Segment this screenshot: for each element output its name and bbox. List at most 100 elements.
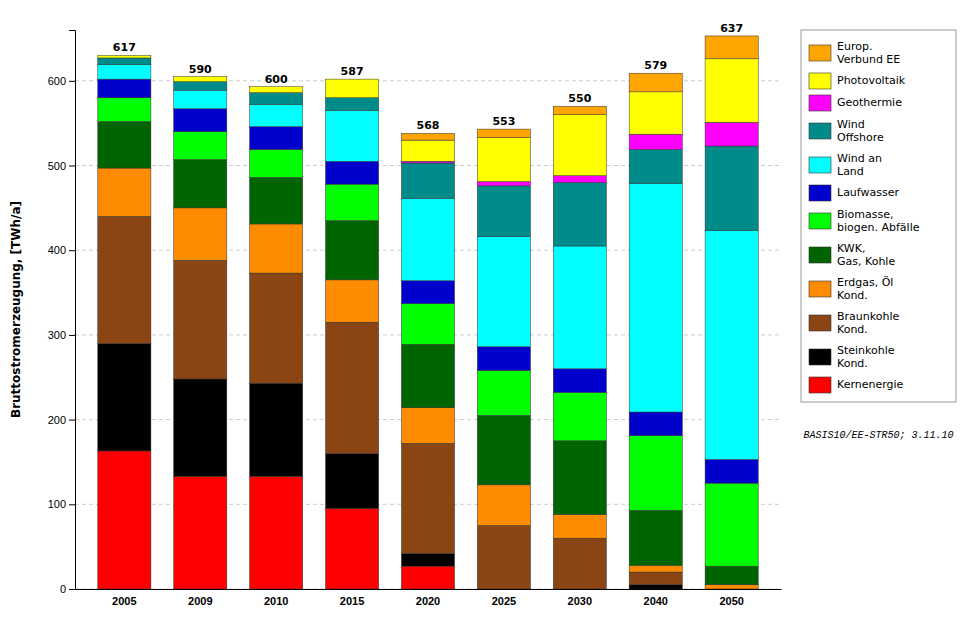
bar [174, 76, 227, 77]
tick-label: 600 [48, 75, 66, 87]
bar [326, 110, 379, 161]
grid [75, 81, 781, 589]
bar [477, 370, 530, 415]
bar [629, 134, 682, 149]
series [98, 168, 758, 589]
total-label: 550 [568, 92, 591, 105]
annotation: BASIS10/EE-STR50; 3.11.10 [803, 430, 953, 441]
bar [250, 383, 303, 476]
bar [401, 566, 454, 589]
legend-label: BraunkohleKond. [837, 310, 899, 336]
legend-item: Europ.Verbund EE [809, 40, 900, 66]
legend-swatch [809, 349, 831, 365]
legend-label: Geothermie [837, 96, 902, 109]
bar [705, 483, 758, 566]
legend-item: BraunkohleKond. [809, 310, 899, 336]
bar [326, 509, 379, 589]
legend-label: KWK,Gas, Kohle [837, 242, 895, 268]
total-label: 617 [113, 41, 136, 54]
total-label: 579 [644, 59, 667, 72]
bar [174, 260, 227, 379]
tick: 500 [48, 160, 75, 172]
bar [553, 115, 606, 176]
tick-label: 2050 [719, 595, 743, 607]
bar [98, 55, 151, 56]
tick: 0 [60, 583, 75, 595]
bar [174, 77, 227, 82]
total-label: 587 [341, 65, 364, 78]
bar [477, 186, 530, 237]
legend-swatch [809, 95, 831, 111]
tick-mark [69, 166, 75, 167]
legend-item: Wind anLand [809, 152, 882, 178]
tick: 100 [48, 498, 75, 510]
bar [705, 36, 758, 59]
tick: 2030 [568, 595, 592, 607]
totals: 617590600587568553550579637 [113, 22, 743, 132]
bar [250, 177, 303, 224]
tick-mark [69, 250, 75, 251]
series [98, 121, 758, 584]
legend-label: WindOffshore [837, 118, 884, 144]
legend-item: Kernenergie [809, 377, 904, 393]
x-axis: 200520092010201520202025203020402050 [76, 590, 782, 607]
tick-mark [69, 420, 75, 421]
bar [98, 343, 151, 451]
legend-label: Biomasse,biogen. Abfälle [837, 208, 920, 234]
legend-label: Erdgas, ÖlKond. [837, 276, 893, 302]
legend-item: SteinkohleKond. [809, 344, 895, 370]
bar [477, 138, 530, 182]
legend-swatch [809, 123, 831, 139]
bar [553, 441, 606, 515]
legend-label: Kernenergie [837, 378, 904, 391]
bar [401, 133, 454, 140]
bar [629, 412, 682, 436]
legend-swatch [809, 45, 831, 61]
bar [174, 160, 227, 208]
legend-label: Laufwasser [837, 186, 899, 199]
tick: 200 [48, 414, 75, 426]
legend-frame [801, 30, 956, 402]
bar [553, 393, 606, 441]
bar [401, 281, 454, 304]
tick-label: 2010 [264, 595, 288, 607]
plot: 6175906005875685535505796370100200300400… [48, 22, 782, 607]
bar [705, 231, 758, 460]
series [98, 79, 758, 483]
bar [250, 86, 303, 87]
legend-label: SteinkohleKond. [837, 344, 895, 370]
bar [705, 59, 758, 123]
bar [401, 199, 454, 281]
bar [629, 565, 682, 572]
tick-label: 2025 [492, 595, 516, 607]
bar [326, 79, 379, 98]
bar [98, 98, 151, 122]
bar [250, 87, 303, 93]
bar [98, 121, 151, 168]
bar [629, 183, 682, 412]
bar [250, 273, 303, 383]
series [401, 36, 758, 140]
tick-mark [69, 81, 75, 82]
bar [705, 585, 758, 589]
bar [174, 109, 227, 132]
bar [326, 453, 379, 508]
bar [98, 451, 151, 589]
tick-mark [69, 589, 75, 590]
bar [629, 149, 682, 183]
y-axis-title: Bruttostromerzeugung, [TWh/a] [9, 201, 23, 418]
tick: 400 [48, 244, 75, 256]
bar [250, 476, 303, 589]
axis-line [76, 589, 782, 590]
tick-label: 500 [48, 160, 66, 172]
bar [401, 553, 454, 566]
bar [401, 408, 454, 444]
legend-label: Photovoltaik [837, 74, 906, 87]
chart: 6175906005875685535505796370100200300400… [0, 0, 971, 629]
legend-item: Geothermie [809, 95, 902, 111]
bar [477, 237, 530, 347]
series [98, 58, 758, 246]
bar [174, 132, 227, 160]
tick: 600 [48, 75, 75, 87]
tick-label: 300 [48, 329, 66, 341]
